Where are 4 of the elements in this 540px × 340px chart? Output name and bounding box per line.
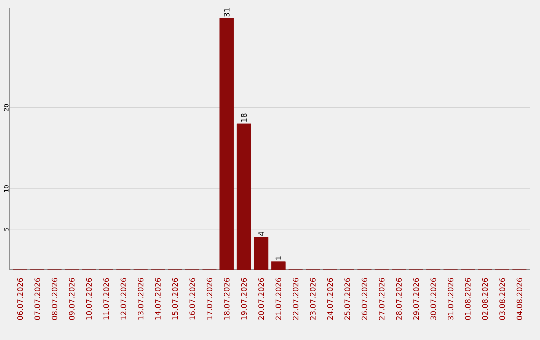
bar [254, 237, 269, 270]
bar [236, 124, 252, 270]
bar [220, 18, 234, 270]
bar [271, 262, 286, 270]
